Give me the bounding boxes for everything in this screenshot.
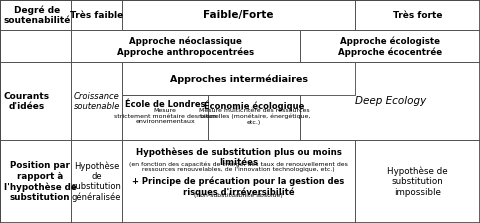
Bar — [355, 140, 480, 223]
Text: Croissance
soutenable: Croissance soutenable — [73, 92, 120, 111]
Text: Mesure
strictement monétaire des biens
environnementaux: Mesure strictement monétaire des biens e… — [114, 108, 216, 124]
Text: (en fonction des capacités de charge, des taux de renouvellement des
ressources : (en fonction des capacités de charge, de… — [129, 161, 348, 172]
Text: Deep Ecology: Deep Ecology — [355, 97, 426, 106]
Bar — [300, 30, 480, 62]
Bar — [0, 62, 71, 140]
Bar — [71, 140, 122, 223]
Bar — [122, 0, 355, 30]
Text: Approches intermédiaires: Approches intermédiaires — [169, 74, 308, 84]
Text: + Principe de précaution pour la gestion des
risques d'irréversibilité: + Principe de précaution pour la gestion… — [132, 176, 345, 197]
Bar — [122, 95, 208, 140]
Bar — [71, 0, 122, 30]
Bar — [300, 62, 480, 140]
Text: Degré de
soutenabilité: Degré de soutenabilité — [4, 5, 71, 25]
Bar — [208, 95, 300, 140]
Text: Courants
d'idées: Courants d'idées — [4, 92, 50, 111]
Bar — [0, 30, 71, 62]
Text: Approche néoclassique
Approche anthropocentrées: Approche néoclassique Approche anthropoc… — [117, 36, 254, 56]
Bar — [122, 62, 355, 95]
Bar — [355, 0, 480, 30]
Text: Hypothèse de
substitution
impossible: Hypothèse de substitution impossible — [387, 167, 448, 197]
Text: Hypothèse
de
substitution
généralisée: Hypothèse de substitution généralisée — [72, 161, 121, 202]
Text: Hypothèses de substitution plus ou moins
limitées: Hypothèses de substitution plus ou moins… — [136, 147, 341, 167]
Bar — [0, 0, 71, 30]
Text: (non-substituabilité absolue): (non-substituabilité absolue) — [194, 192, 283, 198]
Bar — [122, 140, 355, 223]
Text: Très faible: Très faible — [70, 10, 123, 20]
Text: Position par
rapport à
l'hypothèse de
substitution: Position par rapport à l'hypothèse de su… — [4, 161, 77, 202]
Bar — [71, 62, 122, 140]
Bar — [71, 30, 300, 62]
Text: Très forte: Très forte — [393, 10, 442, 20]
Bar — [0, 140, 71, 223]
Text: Faible/Forte: Faible/Forte — [204, 10, 274, 20]
Text: Mesure multicritère des ressources
naturelles (monétaire, énergétique,
etc.): Mesure multicritère des ressources natur… — [198, 108, 311, 125]
Text: Économie écologique: Économie écologique — [204, 100, 304, 111]
Text: Approche écologiste
Approche écocentrée: Approche écologiste Approche écocentrée — [338, 36, 442, 56]
Text: École de Londres: École de Londres — [125, 100, 205, 109]
